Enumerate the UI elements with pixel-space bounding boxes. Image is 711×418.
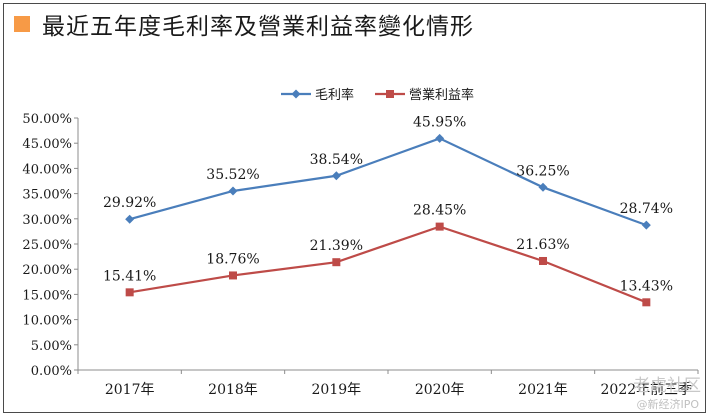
watermark-text: 老虎社区 xyxy=(633,376,701,396)
x-tick-label: 2022年前三季 xyxy=(601,381,693,398)
legend-label: 營業利益率 xyxy=(409,87,474,103)
data-label: 18.76% xyxy=(206,251,259,267)
data-point-marker xyxy=(331,171,341,181)
x-tick-label: 2019年 xyxy=(312,382,362,398)
y-tick-label: 30.00% xyxy=(22,213,72,228)
data-label: 21.63% xyxy=(516,237,569,253)
data-label: 21.39% xyxy=(310,238,363,254)
data-point-marker xyxy=(435,133,445,143)
legend-marker xyxy=(291,89,301,99)
data-label: 45.95% xyxy=(413,114,466,130)
y-tick-label: 40.00% xyxy=(22,162,72,177)
x-tick-label: 2018年 xyxy=(208,382,258,398)
data-point-marker xyxy=(229,271,237,280)
data-point-marker xyxy=(332,258,341,267)
legend-marker xyxy=(386,90,394,98)
y-tick-label: 10.00% xyxy=(22,314,72,329)
x-tick-label: 2020年 xyxy=(415,382,465,398)
data-point-marker xyxy=(125,214,135,224)
data-label: 38.54% xyxy=(310,152,363,168)
data-label: 35.52% xyxy=(206,167,259,183)
data-point-marker xyxy=(539,256,547,265)
legend-label: 毛利率 xyxy=(315,87,354,103)
watermark-subtext: @新经济IPO xyxy=(636,398,699,411)
data-label: 15.41% xyxy=(103,268,156,284)
data-label: 28.74% xyxy=(620,201,673,217)
x-tick-label: 2017年 xyxy=(105,382,155,398)
y-tick-label: 5.00% xyxy=(31,339,72,354)
y-tick-label: 45.00% xyxy=(22,137,72,152)
series-line-1 xyxy=(129,137,647,227)
y-tick-label: 0.00% xyxy=(31,364,72,379)
y-tick-label: 20.00% xyxy=(22,263,72,278)
data-point-marker xyxy=(642,298,651,307)
y-tick-label: 50.00% xyxy=(22,112,72,127)
y-tick-label: 15.00% xyxy=(22,288,72,303)
chart-frame xyxy=(3,3,706,413)
data-label: 29.92% xyxy=(103,195,156,211)
data-point-marker xyxy=(228,186,238,196)
title-marker-square xyxy=(14,16,30,32)
chart-header: 最近五年度毛利率及營業利益率變化情形 xyxy=(14,8,474,40)
x-tick-label: 2021年 xyxy=(518,382,568,398)
data-label: 13.43% xyxy=(620,278,673,294)
data-point-marker xyxy=(538,182,548,192)
series-line-2 xyxy=(129,225,647,304)
y-tick-label: 25.00% xyxy=(22,238,72,253)
data-point-marker xyxy=(435,222,444,231)
y-tick-label: 35.00% xyxy=(22,188,72,203)
chart-title: 最近五年度毛利率及營業利益率變化情形 xyxy=(42,14,474,40)
data-label: 36.25% xyxy=(516,163,569,179)
data-point-marker xyxy=(641,220,651,230)
data-point-marker xyxy=(125,288,134,297)
data-label: 28.45% xyxy=(413,203,466,219)
